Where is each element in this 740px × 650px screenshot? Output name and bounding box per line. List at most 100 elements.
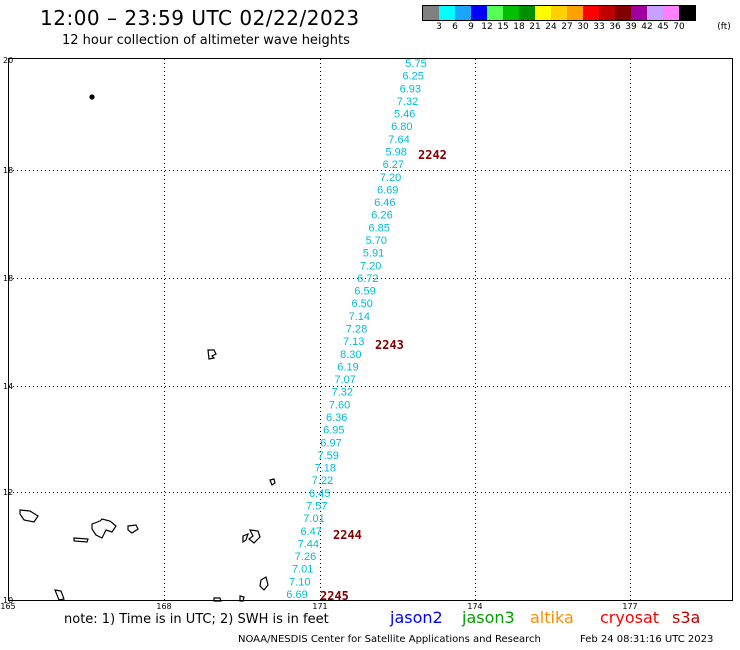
legend-swatch — [615, 6, 631, 20]
island — [242, 532, 249, 544]
footer-timestamp: Feb 24 08:31:16 UTC 2023 — [580, 634, 714, 645]
wave-height-value: 6.46 — [374, 197, 395, 209]
legend-swatch — [535, 6, 551, 20]
wave-height-value: 6.45 — [309, 488, 330, 500]
legend-unit: (ft) — [717, 22, 731, 32]
island — [239, 595, 245, 602]
wave-height-value: 6.72 — [357, 273, 378, 285]
wave-height-value: 7.10 — [289, 576, 310, 588]
map-frame — [8, 58, 733, 601]
satellite-name: s3a — [672, 608, 701, 627]
wave-height-value: 5.91 — [363, 248, 384, 260]
footer-credit: NOAA/NESDIS Center for Satellite Applica… — [238, 634, 541, 645]
latitude-label: 12 — [3, 488, 13, 497]
island — [91, 518, 117, 539]
island — [54, 589, 65, 601]
legend-swatch — [423, 6, 439, 20]
legend-tick-label: 27 — [561, 22, 573, 32]
island — [73, 537, 89, 543]
wave-height-value: 6.69 — [286, 589, 307, 601]
legend-tick-label: 45 — [657, 22, 669, 32]
satellite-name: jason2 — [390, 608, 443, 627]
legend-swatch — [663, 6, 679, 20]
legend-ticks: 3 6 9 12 15 18 21 24 27 30 33 36 39 42 45 70 (ft) — [422, 21, 731, 33]
satellite-name: altika — [530, 608, 574, 627]
longitude-labels: 165 168 171 174 177 — [0, 602, 637, 611]
legend-tick-label: 21 — [529, 22, 541, 32]
wave-height-value: 6.93 — [400, 83, 421, 95]
wave-height-value: 6.27 — [383, 159, 404, 171]
orbit-number-label: 2244 — [333, 528, 362, 542]
wave-height-value: 7.20 — [360, 260, 381, 272]
legend-tick-label: 42 — [641, 22, 653, 32]
island — [269, 478, 276, 486]
wave-height-value: 7.32 — [397, 96, 418, 108]
island — [19, 509, 39, 523]
wave-height-value: 7.20 — [380, 172, 401, 184]
legend-tick-label: 30 — [577, 22, 589, 32]
island — [207, 349, 217, 360]
wave-height-value: 6.25 — [402, 71, 423, 83]
latitude-label: 18 — [3, 166, 13, 175]
legend-color-bar — [422, 5, 696, 21]
latitude-label: 20 — [3, 56, 13, 65]
latitude-labels: 20 18 18 14 12 10 — [3, 56, 13, 605]
legend-swatch — [455, 6, 471, 20]
wave-height-value: 5.75 — [405, 58, 426, 70]
satellite-name: jason3 — [462, 608, 515, 627]
page-subtitle: 12 hour collection of altimeter wave hei… — [62, 33, 350, 48]
legend-tick-label: 9 — [468, 22, 474, 32]
wave-height-value: 6.95 — [323, 425, 344, 437]
wave-height-value: 6.50 — [351, 298, 372, 310]
longitude-label: 177 — [622, 602, 637, 611]
legend-swatch — [503, 6, 519, 20]
wave-height-value: 6.80 — [391, 121, 412, 133]
wave-height-value: 6.85 — [368, 222, 389, 234]
wave-height-value: 7.26 — [295, 551, 316, 563]
wave-height-value: 6.26 — [371, 210, 392, 222]
wave-height-value: 7.14 — [349, 311, 370, 323]
wave-height-value: 8.30 — [340, 349, 361, 361]
satellite-name: cryosat — [600, 608, 660, 627]
footer-note: note: 1) Time is in UTC; 2) SWH is in fe… — [64, 612, 329, 627]
wave-height-value: 7.01 — [292, 564, 313, 576]
legend-swatch — [679, 6, 695, 20]
latitude-label: 10 — [3, 596, 13, 605]
wave-height-value: 7.64 — [388, 134, 409, 146]
legend-tick-label: 33 — [593, 22, 605, 32]
wave-height-value: 7.60 — [329, 399, 350, 411]
orbit-number-label: 2243 — [375, 338, 404, 352]
legend-tick-label: 36 — [609, 22, 621, 32]
legend-tick-label: 6 — [452, 22, 458, 32]
legend-swatch — [599, 6, 615, 20]
legend-swatch — [567, 6, 583, 20]
wave-height-value: 7.32 — [332, 387, 353, 399]
island — [127, 524, 139, 534]
wave-height-value: 7.13 — [343, 336, 364, 348]
island — [248, 529, 261, 544]
wave-height-value: 7.18 — [315, 463, 336, 475]
latitude-label: 18 — [3, 274, 13, 283]
legend-swatch — [647, 6, 663, 20]
orbit-labels: 2242 2243 2244 2245 — [320, 148, 447, 603]
legend-swatch — [583, 6, 599, 20]
wave-height-value: 6.19 — [337, 361, 358, 373]
island — [213, 597, 222, 602]
wave-height-value: 6.97 — [320, 437, 341, 449]
coastlines — [19, 94, 276, 602]
legend-swatch — [551, 6, 567, 20]
page-title: 12:00 – 23:59 UTC 02/22/2023 — [40, 6, 360, 30]
longitude-label: 171 — [312, 602, 327, 611]
legend-swatch — [487, 6, 503, 20]
legend-tick-label: 15 — [497, 22, 509, 32]
legend-tick-label: 3 — [436, 22, 442, 32]
legend-tick-label: 24 — [545, 22, 557, 32]
wave-height-value: 5.46 — [394, 109, 415, 121]
wave-height-value: 7.07 — [334, 374, 355, 386]
legend-tick-label: 70 — [673, 22, 685, 32]
grid-lines — [9, 59, 732, 600]
wave-height-value: 6.69 — [377, 184, 398, 196]
wave-height-value: 7.57 — [306, 501, 327, 513]
wave-height-value: 7.59 — [317, 450, 338, 462]
